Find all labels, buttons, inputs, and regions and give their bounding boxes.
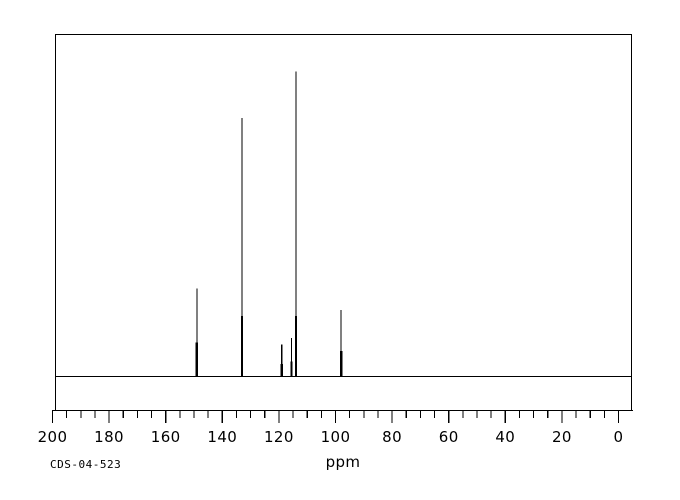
x-axis-title: ppm bbox=[326, 453, 361, 471]
tick-label: 20 bbox=[552, 428, 572, 446]
tick-label: 80 bbox=[382, 428, 402, 446]
x-axis-tick-labels: 200 180 160 140 120 100 80 60 40 20 0 bbox=[38, 428, 624, 446]
tick-label: 160 bbox=[151, 428, 181, 446]
tick-label: 60 bbox=[439, 428, 459, 446]
tick-label: 40 bbox=[495, 428, 515, 446]
tick-label: 0 bbox=[614, 428, 624, 446]
tick-label: 140 bbox=[207, 428, 237, 446]
tick-label: 200 bbox=[38, 428, 68, 446]
x-axis-ticks bbox=[51, 411, 620, 423]
tick-label: 100 bbox=[321, 428, 351, 446]
sample-code-label: CDS-04-523 bbox=[50, 458, 121, 471]
peak-series bbox=[195, 71, 343, 376]
tick-label: 120 bbox=[264, 428, 294, 446]
tick-label: 180 bbox=[94, 428, 124, 446]
